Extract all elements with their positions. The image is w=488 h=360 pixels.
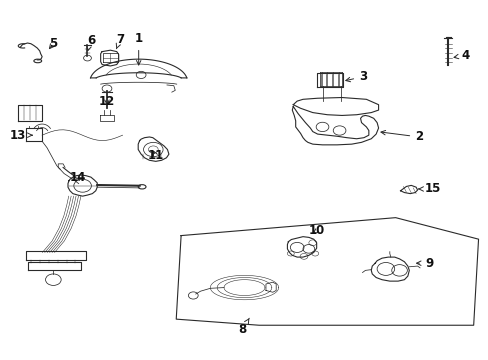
Text: 8: 8 xyxy=(238,318,249,336)
Text: 2: 2 xyxy=(380,130,423,144)
Text: 5: 5 xyxy=(49,37,58,50)
Text: 14: 14 xyxy=(69,171,86,184)
Text: 1: 1 xyxy=(134,32,142,65)
Text: 10: 10 xyxy=(308,224,324,238)
Text: 9: 9 xyxy=(416,257,432,270)
Text: 3: 3 xyxy=(345,70,366,83)
Text: 13: 13 xyxy=(10,129,32,142)
Text: 12: 12 xyxy=(99,95,115,108)
Text: 15: 15 xyxy=(418,183,440,195)
Text: 4: 4 xyxy=(453,49,469,62)
Text: 11: 11 xyxy=(147,149,163,162)
Text: 6: 6 xyxy=(86,33,95,50)
Text: 7: 7 xyxy=(116,33,124,49)
